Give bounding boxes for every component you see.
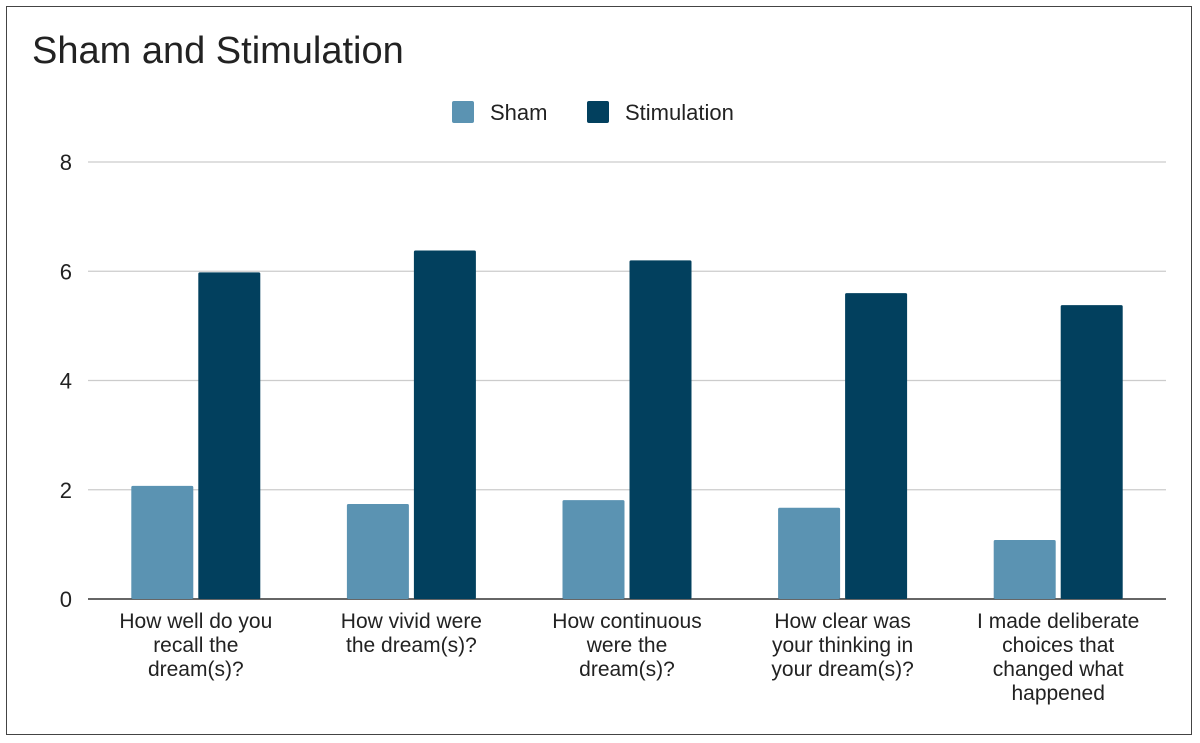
legend-label-sham: Sham [490, 100, 547, 125]
x-tick-label: I made deliberate choices that changed wha… [977, 610, 1139, 705]
legend-label-stimulation: Stimulation [625, 100, 734, 125]
gridlines [88, 161, 1166, 600]
x-tick-label: How vivid were the dream(s)? [341, 610, 482, 657]
y-tick-label: 2 [60, 478, 72, 503]
stimulation-bar [413, 250, 476, 599]
y-tick-label: 6 [60, 259, 72, 284]
stimulation-bar [629, 260, 692, 599]
sham-bar [562, 500, 625, 599]
sham-bar [993, 540, 1056, 599]
sham-bar [778, 507, 841, 599]
legend-swatch-stimulation [587, 101, 609, 123]
legend: Sham Stimulation [452, 100, 734, 125]
stimulation-bar [1060, 305, 1123, 599]
y-tick-label: 8 [60, 150, 72, 175]
x-tick-label: How continuous were the dream(s)? [552, 610, 701, 681]
x-tick-label: How well do you recall the dream(s)? [119, 610, 272, 681]
x-axis-labels: How well do you recall the dream(s)? How vi… [119, 610, 1139, 705]
legend-swatch-sham [452, 101, 474, 123]
sham-bar [346, 503, 409, 599]
y-tick-label: 0 [60, 587, 72, 612]
stimulation-bar [198, 272, 261, 599]
x-tick-label: How clear was your thinking in your dream(… [771, 610, 913, 681]
y-axis-ticks: 0 2 4 6 8 [60, 150, 72, 612]
chart-title: Sham and Stimulation [32, 30, 404, 72]
sham-bar [131, 485, 194, 599]
y-tick-label: 4 [60, 369, 72, 394]
bars [131, 250, 1123, 599]
stimulation-bar [845, 293, 908, 599]
